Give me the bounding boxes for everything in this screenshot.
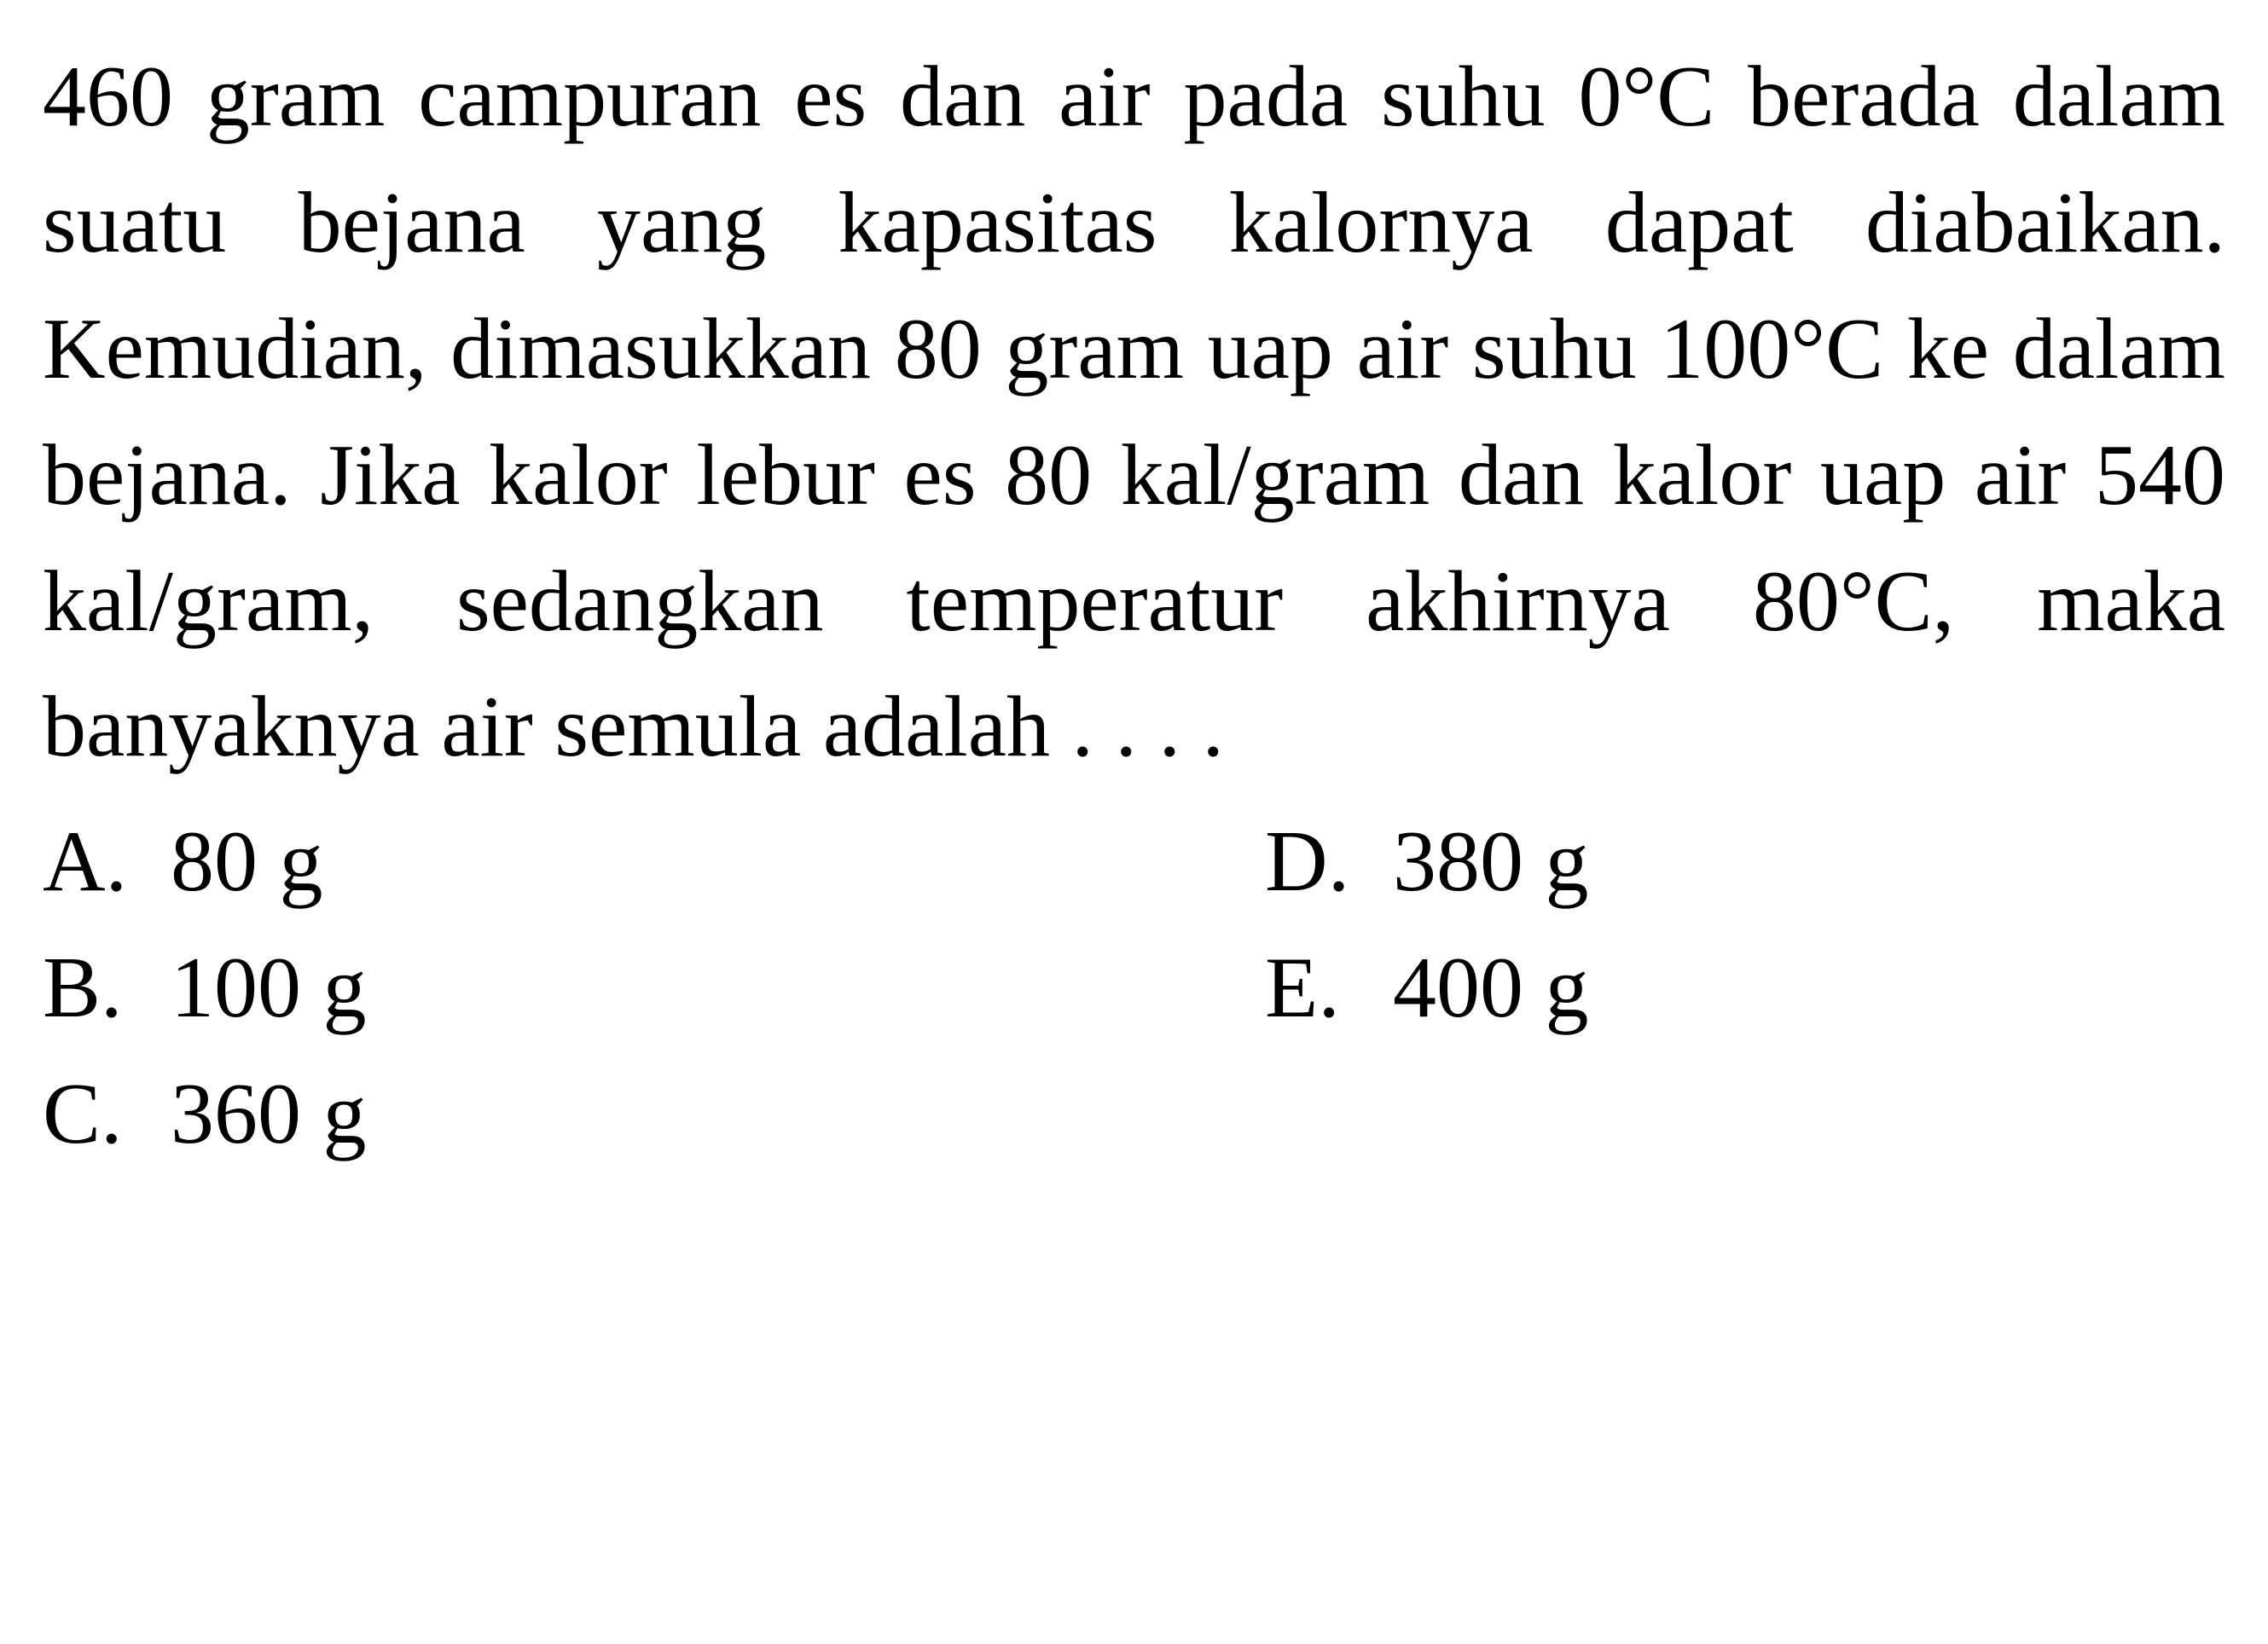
option-value-a: 80 g: [171, 799, 1265, 925]
option-value-e: 400 g: [1393, 925, 2225, 1051]
question-text: 460 gram campuran es dan air pada suhu 0…: [43, 34, 2225, 790]
option-value-b: 100 g: [171, 925, 1265, 1051]
option-e: E. 400 g: [1265, 925, 2225, 1051]
option-value-d: 380 g: [1393, 799, 2225, 925]
option-a: A. 80 g: [43, 799, 1265, 925]
question-container: 460 gram campuran es dan air pada suhu 0…: [43, 34, 2225, 1178]
options-column-left: A. 80 g B. 100 g C. 360 g: [43, 799, 1265, 1178]
option-letter-a: A.: [43, 799, 171, 925]
option-d: D. 380 g: [1265, 799, 2225, 925]
options-container: A. 80 g B. 100 g C. 360 g D. 380 g E. 40…: [43, 799, 2225, 1178]
option-letter-c: C.: [43, 1051, 171, 1178]
option-letter-d: D.: [1265, 799, 1393, 925]
option-letter-b: B.: [43, 925, 171, 1051]
options-column-right: D. 380 g E. 400 g: [1265, 799, 2225, 1178]
option-letter-e: E.: [1265, 925, 1393, 1051]
option-value-c: 360 g: [171, 1051, 1265, 1178]
option-c: C. 360 g: [43, 1051, 1265, 1178]
option-b: B. 100 g: [43, 925, 1265, 1051]
